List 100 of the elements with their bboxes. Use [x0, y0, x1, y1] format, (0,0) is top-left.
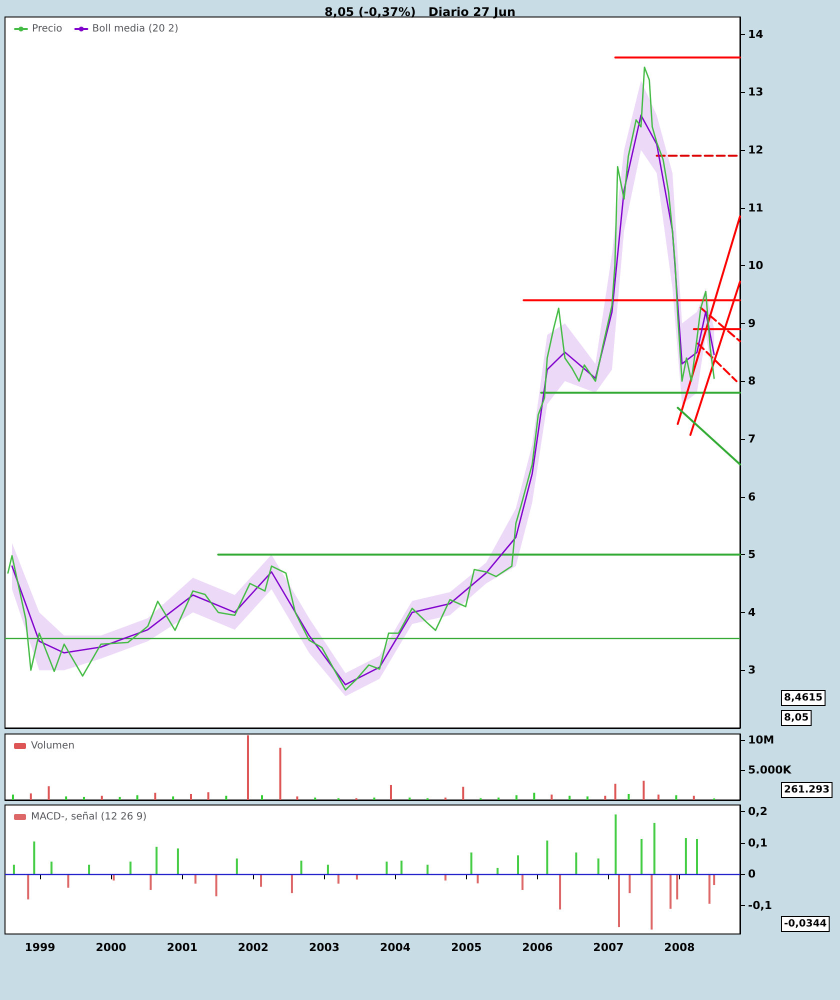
bar — [470, 852, 472, 874]
y-tick-label: 9 — [748, 316, 756, 330]
y-tick-label: 6 — [748, 490, 756, 504]
bar — [386, 862, 388, 874]
bar — [136, 795, 138, 800]
bar — [675, 795, 678, 800]
bar — [326, 864, 329, 874]
bar — [533, 792, 536, 800]
y-tick-label: 0,1 — [748, 836, 768, 850]
bar — [559, 874, 562, 910]
bar — [82, 797, 85, 800]
bar — [390, 785, 392, 800]
bar — [246, 735, 249, 800]
chart-title: 8,05 (-0,37%) Diario 27 Jun — [324, 5, 516, 19]
bar — [207, 792, 210, 800]
text: 8,4615 — [784, 692, 823, 704]
x-tick-label: 2006 — [522, 941, 554, 954]
bar — [27, 874, 30, 900]
text: 8,05 — [784, 712, 809, 724]
bar — [190, 794, 192, 800]
bar — [48, 786, 50, 800]
bar — [67, 874, 70, 888]
bar — [65, 796, 68, 800]
bar — [260, 874, 262, 887]
bar — [118, 797, 121, 800]
bar — [462, 786, 464, 800]
bar — [586, 796, 588, 800]
bar — [618, 874, 620, 928]
y-tick-label: 5 — [748, 548, 756, 562]
bar — [676, 874, 678, 900]
bar — [176, 848, 179, 874]
bar — [568, 796, 571, 800]
bar — [550, 794, 553, 800]
bar — [684, 838, 687, 874]
bar — [12, 864, 15, 874]
bar — [400, 860, 402, 874]
bar — [640, 838, 643, 874]
bar — [670, 874, 672, 909]
bar — [129, 862, 132, 874]
x-tick-label: 2000 — [96, 941, 127, 954]
bar — [692, 796, 695, 800]
bar — [650, 874, 653, 930]
legend-label: Boll media (20 2) — [92, 24, 178, 34]
bar — [236, 858, 238, 874]
bar — [517, 855, 520, 874]
bar — [279, 748, 282, 800]
bar — [156, 846, 158, 874]
y-tick-label: 8 — [748, 374, 756, 388]
bar — [521, 874, 524, 890]
bar — [614, 784, 616, 800]
bar — [172, 796, 174, 800]
bar — [628, 794, 630, 800]
bar — [614, 814, 617, 874]
bar — [708, 874, 710, 904]
bar — [88, 864, 90, 874]
y-tick-label: 10 — [748, 259, 764, 272]
y-tick-label: 4 — [748, 606, 756, 619]
bar — [100, 796, 103, 800]
legend-label: Volumen — [31, 740, 75, 752]
x-tick-label: 2004 — [380, 941, 411, 954]
y-tick-label: 7 — [748, 432, 756, 446]
bar — [154, 792, 156, 800]
bar — [575, 852, 578, 874]
y-tick-label: 3 — [748, 664, 756, 677]
y-tick-label: 12 — [748, 143, 764, 156]
bar — [628, 874, 631, 894]
bar — [50, 862, 52, 874]
bar — [604, 796, 606, 800]
y-tick-label: 14 — [748, 28, 764, 41]
y-tick-label: 10M — [748, 734, 774, 746]
x-tick-label: 2005 — [451, 941, 482, 954]
bar — [426, 864, 429, 874]
bar — [300, 860, 302, 874]
bar — [713, 874, 716, 886]
text: -0,0344 — [784, 918, 827, 930]
x-tick-label: 2001 — [166, 941, 198, 954]
bar — [225, 796, 228, 800]
bar — [657, 794, 660, 800]
legend-label: MACD-, señal (12 26 9) — [31, 812, 147, 822]
y-tick-label: 11 — [748, 201, 764, 214]
bar — [260, 795, 263, 800]
bar — [696, 838, 698, 874]
x-tick-label: 2007 — [593, 941, 624, 954]
bar — [150, 874, 152, 890]
text: 261.293 — [784, 784, 830, 796]
bar — [296, 796, 298, 800]
bar — [290, 874, 293, 894]
y-tick-label: 13 — [748, 86, 764, 99]
x-tick-label: 2003 — [308, 941, 340, 954]
bar — [642, 780, 645, 800]
y-tick-label: -0,1 — [748, 899, 772, 912]
bar — [597, 858, 600, 874]
bar — [12, 794, 14, 800]
bar — [30, 793, 32, 800]
y-tick-label: 0 — [748, 868, 756, 881]
x-tick-label: 2008 — [664, 941, 695, 954]
legend-label: Precio — [32, 24, 62, 34]
y-tick-label: 5.000K — [748, 764, 792, 776]
x-tick-label: 1999 — [24, 941, 56, 954]
bar — [215, 874, 218, 896]
